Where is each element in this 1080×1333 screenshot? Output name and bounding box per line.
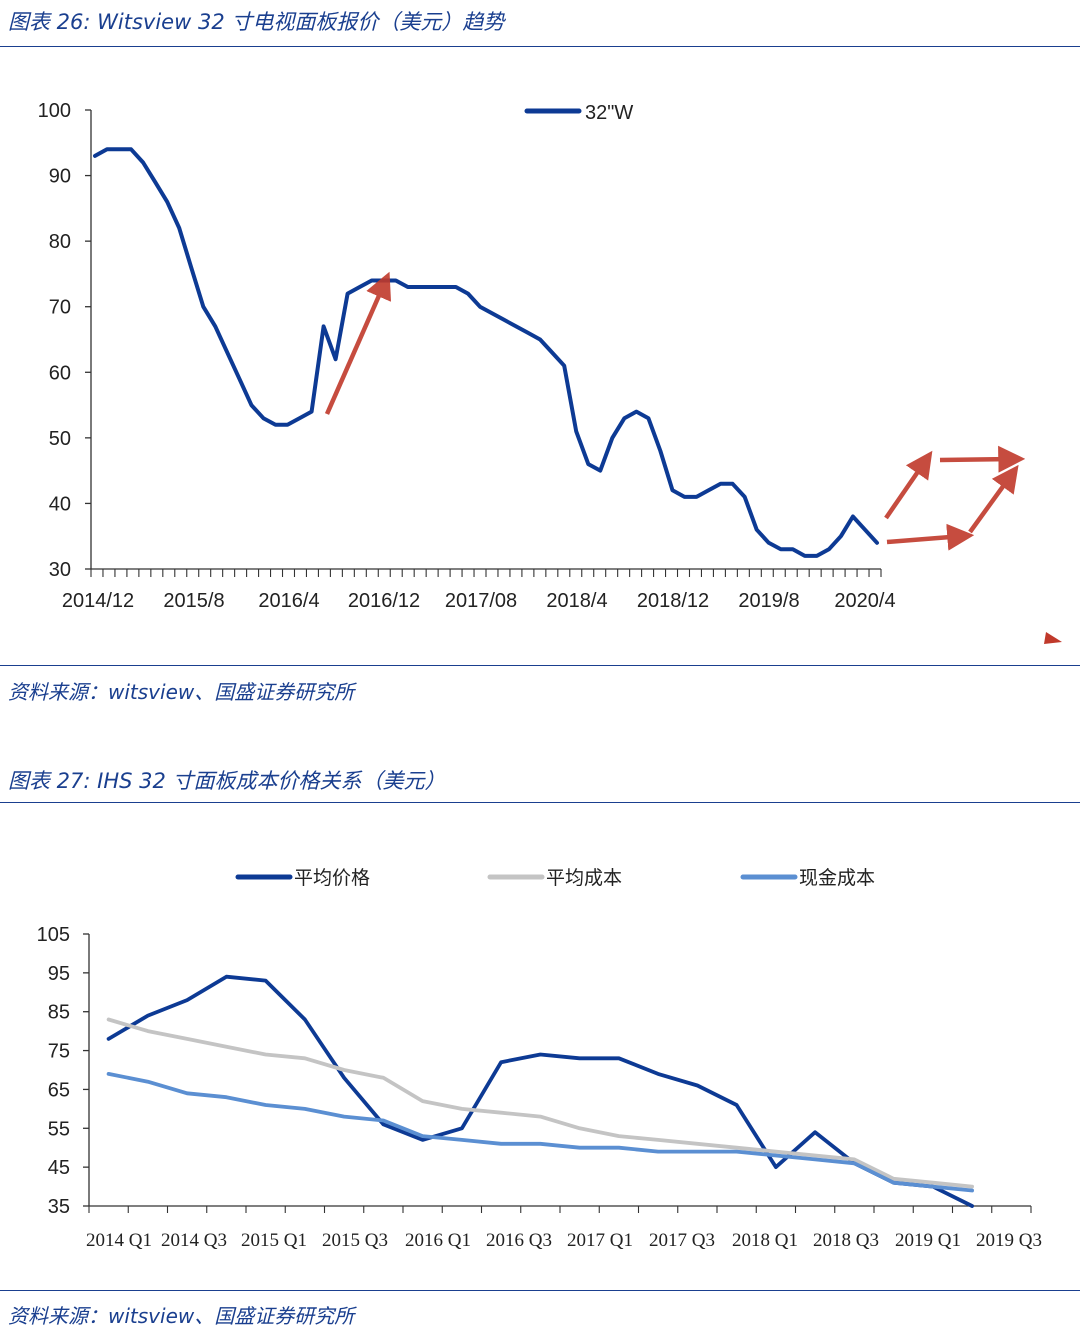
series-line-cost: [106, 1017, 974, 1189]
figure-26-source: 资料来源：witsview、国盛证券研究所: [8, 680, 355, 704]
x-tick-label: 2017 Q3: [649, 1230, 715, 1251]
x-tick-label: 2014/12: [62, 590, 134, 612]
y-tick-label: 65: [48, 1079, 70, 1101]
x-tick-label: 2015/8: [163, 590, 224, 612]
x-tick-label: 2016 Q1: [405, 1230, 471, 1251]
x-tick-label: 2014 Q1: [86, 1230, 152, 1251]
x-tick-label: 2019 Q1: [895, 1230, 961, 1251]
trend-arrow: [324, 271, 392, 415]
series-line-price: [106, 974, 974, 1208]
y-tick-label: 85: [48, 1002, 70, 1024]
figure-26-title: 图表 26: Witsview 32 寸电视面板报价（美元）趋势: [8, 10, 505, 34]
chart-witsview-panel-price: 30 40 50 60 70 80 90 100 2014/12 2015/8 2016/4 2016…: [38, 100, 1062, 644]
x-tick-label: 2018/12: [637, 590, 709, 612]
y-tick-label: 45: [48, 1157, 70, 1179]
x-tick-label: 2019/8: [738, 590, 799, 612]
x-tick-label: 2014 Q3: [161, 1230, 227, 1251]
source-rule-1: [0, 665, 1080, 666]
legend-label-price: 平均价格: [294, 867, 370, 889]
title-rule-1: [0, 46, 1080, 47]
y-tick-label: 35: [48, 1196, 70, 1218]
x-tick-label: 2019 Q3: [976, 1230, 1042, 1251]
x-tick-label: 2016/4: [258, 590, 319, 612]
y-tick-label: 90: [49, 166, 71, 188]
legend-label-32w: 32"W: [585, 102, 633, 124]
x-tick-label: 2016/12: [348, 590, 420, 612]
source-rule-2: [0, 1290, 1080, 1291]
x-tick-label: 2015 Q1: [241, 1230, 307, 1251]
x-tick-label: 2018 Q1: [732, 1230, 798, 1251]
x-tick-label: 2018/4: [546, 590, 607, 612]
y-tick-label: 100: [38, 100, 71, 122]
y-tick-label: 70: [49, 297, 71, 319]
x-tick-label: 2020/4: [834, 590, 895, 612]
figure-27-source: 资料来源：witsview、国盛证券研究所: [8, 1304, 355, 1328]
title-rule-2: [0, 802, 1080, 803]
y-tick-label: 50: [49, 428, 71, 450]
chart-ihs-cost-price: 35 45 55 65 75 85 95 105 2014 Q1 2014 Q3 2015 Q1 20…: [37, 867, 1042, 1251]
y-tick-label: 75: [48, 1041, 70, 1063]
series-line-cash-cost: [106, 1071, 974, 1193]
y-tick-label: 30: [49, 559, 71, 581]
y-tick-label: 105: [37, 924, 70, 946]
figure-27-title: 图表 27: IHS 32 寸面板成本价格关系（美元）: [8, 769, 446, 793]
x-tick-label: 2016 Q3: [486, 1230, 552, 1251]
x-tick-label: 2017 Q1: [567, 1230, 633, 1251]
y-tick-label: 40: [49, 493, 71, 515]
y-tick-label: 80: [49, 231, 71, 253]
y-tick-label: 55: [48, 1118, 70, 1140]
legend-label-cash-cost: 现金成本: [799, 867, 875, 889]
trend-arrow-head: [1044, 632, 1062, 644]
x-tick-label: 2015 Q3: [322, 1230, 388, 1251]
trend-arrow: [886, 523, 975, 551]
y-tick-label: 95: [48, 963, 70, 985]
legend-label-cost: 平均成本: [546, 867, 622, 889]
series-line-32w: [93, 147, 879, 558]
y-tick-label: 60: [49, 362, 71, 384]
trend-arrow: [939, 445, 1026, 473]
x-tick-label: 2017/08: [445, 590, 517, 612]
trend-arrow: [884, 450, 933, 520]
x-tick-label: 2018 Q3: [813, 1230, 879, 1251]
trend-arrow: [968, 464, 1019, 534]
